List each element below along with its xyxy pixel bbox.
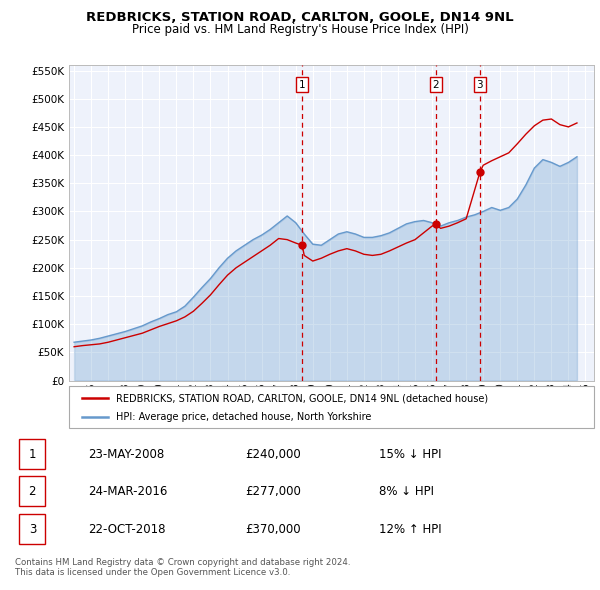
Text: 1: 1 [299, 80, 305, 90]
Text: 3: 3 [29, 523, 36, 536]
Text: 3: 3 [476, 80, 483, 90]
Text: 12% ↑ HPI: 12% ↑ HPI [379, 523, 441, 536]
Text: 2: 2 [29, 484, 36, 498]
Text: 22-OCT-2018: 22-OCT-2018 [88, 523, 165, 536]
FancyBboxPatch shape [19, 440, 46, 469]
Text: HPI: Average price, detached house, North Yorkshire: HPI: Average price, detached house, Nort… [116, 412, 371, 422]
Text: REDBRICKS, STATION ROAD, CARLTON, GOOLE, DN14 9NL: REDBRICKS, STATION ROAD, CARLTON, GOOLE,… [86, 11, 514, 24]
Text: 1: 1 [29, 448, 36, 461]
Text: £370,000: £370,000 [245, 523, 301, 536]
Text: 8% ↓ HPI: 8% ↓ HPI [379, 484, 434, 498]
Text: 24-MAR-2016: 24-MAR-2016 [88, 484, 167, 498]
Text: £277,000: £277,000 [245, 484, 301, 498]
Text: Contains HM Land Registry data © Crown copyright and database right 2024.
This d: Contains HM Land Registry data © Crown c… [15, 558, 350, 577]
FancyBboxPatch shape [19, 514, 46, 544]
Text: REDBRICKS, STATION ROAD, CARLTON, GOOLE, DN14 9NL (detached house): REDBRICKS, STATION ROAD, CARLTON, GOOLE,… [116, 393, 488, 403]
Text: 15% ↓ HPI: 15% ↓ HPI [379, 448, 441, 461]
Text: £240,000: £240,000 [245, 448, 301, 461]
Text: 23-MAY-2008: 23-MAY-2008 [88, 448, 164, 461]
Text: 2: 2 [433, 80, 439, 90]
Text: Price paid vs. HM Land Registry's House Price Index (HPI): Price paid vs. HM Land Registry's House … [131, 23, 469, 36]
FancyBboxPatch shape [19, 476, 46, 506]
